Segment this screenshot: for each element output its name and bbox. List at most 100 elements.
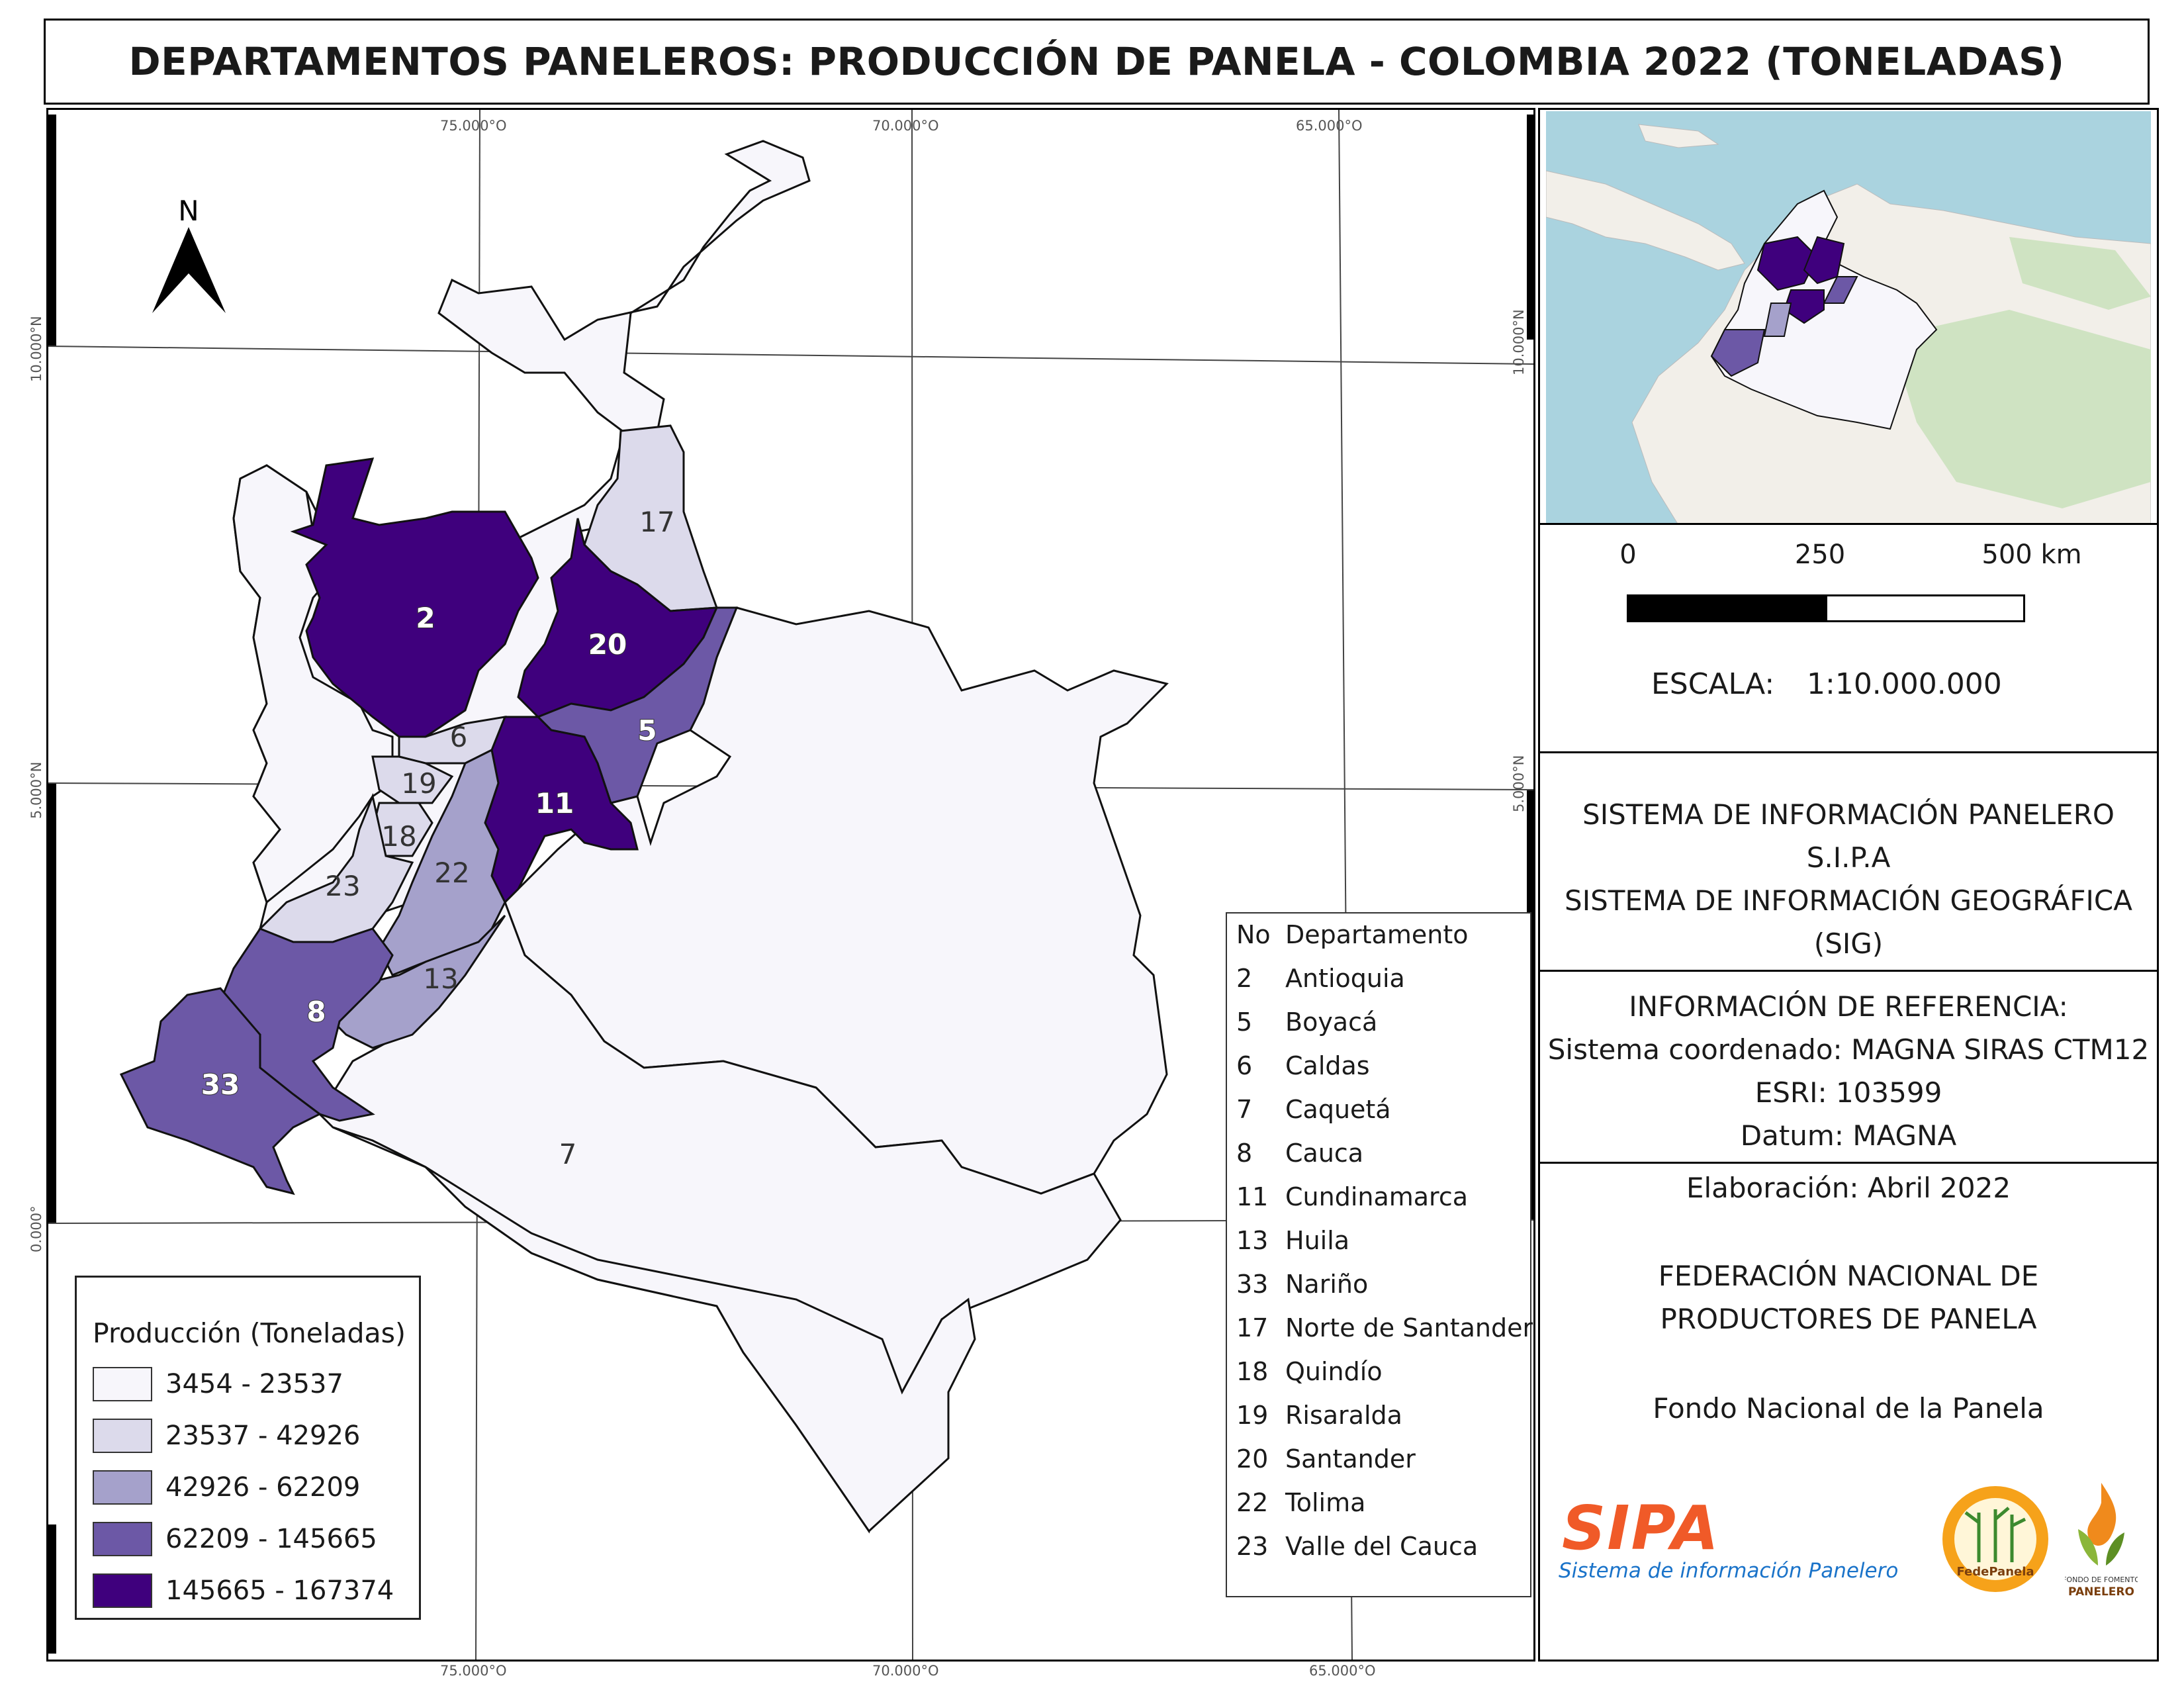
inset-forest-east: [2009, 237, 2151, 310]
inset-map[interactable]: [1546, 111, 2151, 525]
north-label: N: [178, 195, 199, 227]
label-norte-santander: 17: [639, 506, 674, 538]
reference-line: Datum: MAGNA: [1740, 1119, 1957, 1152]
other-departments: [232, 140, 1169, 1534]
system-line: SISTEMA DE INFORMACIÓN GEOGRÁFICA: [1565, 884, 2132, 917]
fedepanela-logo: FedePanela: [1942, 1486, 2048, 1592]
label-valle: 23: [325, 870, 360, 902]
north-arrow: N: [152, 195, 226, 313]
row-number: 6: [1236, 1051, 1253, 1080]
department-table: [1226, 912, 1531, 1597]
fondo-text-1: FONDO DE FOMENTO: [2065, 1575, 2138, 1584]
label-cauca: 8: [306, 996, 326, 1028]
fund-name: Fondo Nacional de la Panela: [1653, 1392, 2044, 1425]
row-number: 8: [1236, 1139, 1253, 1168]
row-department: Valle del Cauca: [1285, 1532, 1479, 1561]
row-number: 7: [1236, 1095, 1253, 1124]
reference-line: INFORMACIÓN DE REFERENCIA:: [1629, 990, 2068, 1023]
divider: [1538, 523, 2159, 525]
legend-swatch: [93, 1522, 152, 1556]
row-number: 13: [1236, 1226, 1269, 1255]
row-number: 20: [1236, 1444, 1269, 1474]
legend-range: 62209 - 145665: [165, 1524, 377, 1554]
reference-line: ESRI: 103599: [1754, 1076, 1942, 1109]
scale-value: 1:10.000.000: [1807, 667, 2002, 701]
map-canvas[interactable]: 2 20 5 11 33 8 17 6 19 18 23 22 13 7 N: [48, 110, 1533, 1660]
scale-tick-250: 250: [1794, 539, 1846, 570]
table-row: 23 Valle del Cauca: [1236, 1532, 1478, 1561]
fedepanela-text: FedePanela: [1956, 1565, 2034, 1579]
row-number: 23: [1236, 1532, 1269, 1561]
antioquia: [290, 457, 539, 738]
row-department: Cauca: [1285, 1139, 1364, 1168]
row-department: Caldas: [1285, 1051, 1370, 1080]
coord-top-70: 70.000°O: [872, 118, 939, 134]
label-tolima: 22: [434, 857, 469, 889]
row-number: 22: [1236, 1488, 1269, 1517]
legend-swatch: [93, 1419, 152, 1453]
row-department: Boyacá: [1285, 1008, 1378, 1037]
inset-antioquia: [1756, 236, 1819, 291]
label-risaralda: 19: [401, 767, 436, 800]
narino: [119, 987, 322, 1196]
label-huila: 13: [423, 962, 458, 995]
legend-item: 3454 - 23537: [93, 1366, 343, 1402]
north-arrow-icon: [152, 227, 226, 313]
system-line: (SIG): [1813, 927, 1884, 961]
label-quindio: 18: [381, 820, 416, 853]
dept-choco: [232, 464, 394, 904]
coord-bottom-70: 70.000°O: [872, 1663, 939, 1679]
row-department: Cundinamarca: [1285, 1182, 1469, 1211]
label-boyaca: 5: [637, 714, 657, 747]
legend-range: 3454 - 23537: [165, 1369, 343, 1399]
row-department: Huila: [1285, 1226, 1350, 1255]
inset-tolima: [1763, 303, 1792, 337]
coord-bottom-65: 65.000°O: [1309, 1663, 1376, 1679]
inset-land-caribbean: [1638, 124, 1719, 148]
row-number: 17: [1236, 1313, 1269, 1342]
label-cundinamarca: 11: [535, 787, 574, 820]
coord-left-5: 5.000°N: [28, 761, 44, 819]
row-department: Risaralda: [1285, 1401, 1402, 1430]
label-antioquia: 2: [416, 602, 435, 634]
table-row: 19 Risaralda: [1236, 1401, 1402, 1430]
legend-title: Producción (Toneladas): [93, 1317, 406, 1349]
legend-item: 42926 - 62209: [93, 1470, 360, 1505]
sipa-logo: SIPA: [1562, 1493, 1720, 1564]
legend-item: 23537 - 42926: [93, 1418, 360, 1454]
divider: [1538, 751, 2159, 753]
federation-line: PRODUCTORES DE PANELA: [1660, 1303, 2037, 1336]
federation-line: FEDERACIÓN NACIONAL DE: [1658, 1260, 2039, 1292]
federation: FEDERACIÓN NACIONAL DE PRODUCTORES DE PA…: [1538, 1254, 2159, 1340]
header-no: No: [1236, 920, 1271, 949]
row-department: Antioquia: [1285, 964, 1405, 993]
fondo-panelero-logo: FONDO DE FOMENTO PANELERO: [2065, 1483, 2138, 1599]
legend-range: 23537 - 42926: [165, 1421, 361, 1451]
legend-swatch: [93, 1367, 152, 1401]
table-row: 18 Quindío: [1236, 1357, 1383, 1386]
leaf-icon: [2106, 1532, 2124, 1566]
row-number: 5: [1236, 1008, 1253, 1037]
coord-top-65: 65.000°O: [1296, 118, 1363, 134]
coord-right-10: 10.000°N: [1511, 309, 1527, 375]
coord-left-0: 0.000°: [28, 1205, 44, 1252]
table-row: 33 Nariño: [1236, 1270, 1368, 1299]
scale-bar-white: [1825, 594, 2025, 622]
row-department: Norte de Santander: [1285, 1313, 1533, 1342]
flame-icon: [2087, 1483, 2116, 1546]
inset-santander: [1803, 236, 1845, 285]
label-caqueta: 7: [559, 1138, 577, 1170]
reference-info: INFORMACIÓN DE REFERENCIA: Sistema coord…: [1538, 985, 2159, 1157]
table-row: 7 Caquetá: [1236, 1095, 1391, 1124]
legend-swatch: [93, 1573, 152, 1608]
row-department: Tolima: [1285, 1488, 1366, 1517]
fondo-text-2: PANELERO: [2068, 1585, 2134, 1599]
row-number: 2: [1236, 964, 1253, 993]
scale-tick-500: 500 km: [1981, 539, 2082, 570]
coord-right-5: 5.000°N: [1511, 755, 1527, 812]
legend-range: 42926 - 62209: [165, 1472, 361, 1503]
title-box: DEPARTAMENTOS PANELEROS: PRODUCCIÓN DE P…: [44, 19, 2150, 105]
elaboration-date: Elaboración: Abril 2022: [1686, 1172, 2011, 1204]
coord-left-10: 10.000°N: [28, 316, 44, 382]
coord-top-75: 75.000°O: [440, 118, 507, 134]
